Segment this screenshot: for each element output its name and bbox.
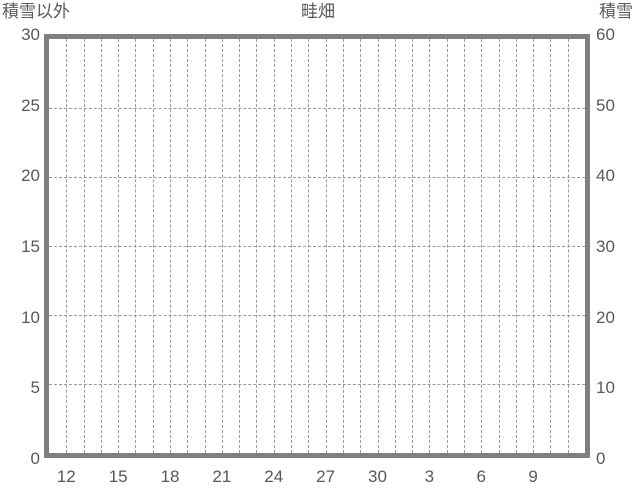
y-axis-left-tick-label: 0 (30, 449, 40, 468)
plot-gridlines (49, 39, 585, 453)
gridline-horizontal (49, 315, 585, 316)
gridline-horizontal (49, 177, 585, 178)
x-axis-tick-label: 12 (56, 467, 76, 486)
x-axis-tick-label: 24 (264, 467, 284, 486)
y-axis-left-tick-label: 20 (21, 166, 40, 186)
x-axis-tick-label: 30 (368, 467, 387, 486)
y-axis-right: 60 50 40 30 20 10 0 (596, 26, 636, 467)
y-axis-left-tick-label: 15 (21, 237, 40, 256)
x-axis-tick-label: 3 (424, 467, 435, 486)
right-axis-caption: 積雪 (599, 2, 633, 22)
y-axis-right-tick-label: 10 (596, 378, 615, 398)
x-axis-tick-label: 9 (528, 467, 538, 486)
chart-title: 畦畑 (301, 2, 335, 22)
y-axis-right-tick-label: 0 (596, 449, 606, 468)
y-axis-left-tick-label: 30 (21, 25, 40, 44)
x-axis: 12 15 18 21 24 27 30 3 6 9 (44, 462, 590, 498)
y-axis-right-tick-label: 20 (596, 307, 615, 327)
y-axis-right-tick-label: 60 (596, 25, 615, 44)
x-axis-tick-label: 6 (476, 467, 486, 486)
y-axis-left-tick-label: 25 (21, 95, 40, 115)
x-axis-tick-label: 21 (212, 467, 232, 486)
gridline-horizontal (49, 246, 585, 247)
x-axis-tick-label: 18 (160, 467, 180, 486)
y-axis-right-tick-label: 50 (596, 95, 615, 115)
y-axis-right-tick-label: 30 (596, 237, 615, 256)
y-axis-left: 30 25 20 15 10 5 0 (0, 26, 40, 467)
y-axis-right-tick-label: 40 (596, 166, 615, 186)
y-axis-left-tick-label: 5 (30, 378, 40, 398)
x-axis-tick-label: 27 (316, 467, 336, 486)
gridline-horizontal (49, 108, 585, 109)
gridline-horizontal (49, 384, 585, 385)
x-axis-tick-label: 15 (108, 467, 128, 486)
left-axis-caption: 積雪以外 (2, 2, 70, 22)
plot-area (44, 34, 590, 458)
y-axis-left-tick-label: 10 (21, 307, 40, 327)
